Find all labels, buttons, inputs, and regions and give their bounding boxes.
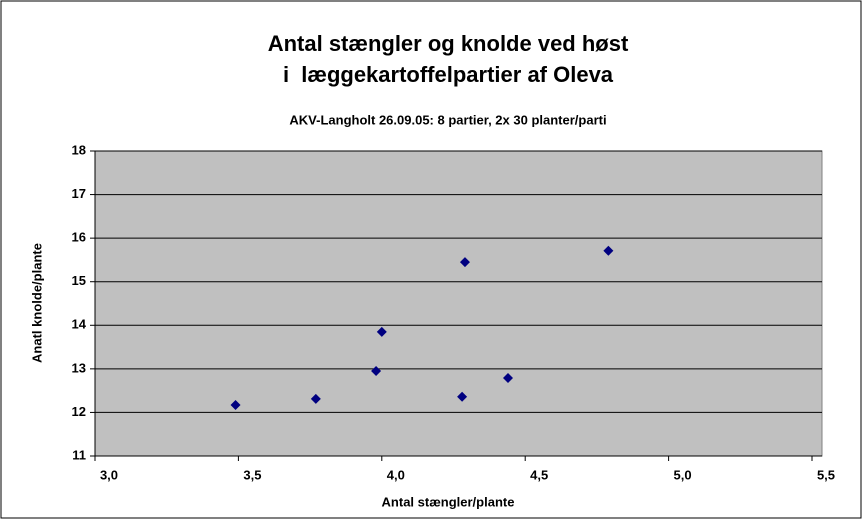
x-tick-label: 3,0 [100, 467, 118, 482]
y-tick-label: 18 [72, 142, 86, 157]
plot-area [94, 150, 823, 457]
point [371, 366, 382, 377]
y-tick-label: 16 [72, 230, 86, 245]
x-tick-label: 5,5 [817, 467, 835, 482]
chart-subtitle: AKV-Langholt 26.09.05: 8 partier, 2x 30 … [289, 112, 606, 127]
point [459, 257, 470, 268]
point [603, 245, 614, 256]
point [376, 326, 387, 337]
x-axis-title: Antal stængler/plante [382, 494, 515, 509]
x-tick-label: 5,0 [674, 467, 692, 482]
y-axis-title: Anatl knolde/plante [29, 243, 44, 363]
chart-title: Antal stængler og knolde ved høst [268, 31, 629, 56]
y-tick-label: 13 [72, 360, 86, 375]
y-tick-label: 15 [72, 273, 86, 288]
y-tick-label: 12 [72, 404, 86, 419]
chart-title: i læggekartoffelpartier af Oleva [283, 62, 614, 87]
point [230, 400, 241, 411]
y-tick-label: 14 [72, 317, 87, 332]
x-tick-label: 3,5 [243, 467, 261, 482]
x-tick-label: 4,5 [530, 467, 548, 482]
y-tick-label: 17 [72, 186, 86, 201]
y-tick-label: 11 [72, 447, 86, 462]
point [502, 373, 513, 384]
x-tick-label: 4,0 [387, 467, 405, 482]
point [310, 393, 321, 404]
point [457, 391, 468, 402]
